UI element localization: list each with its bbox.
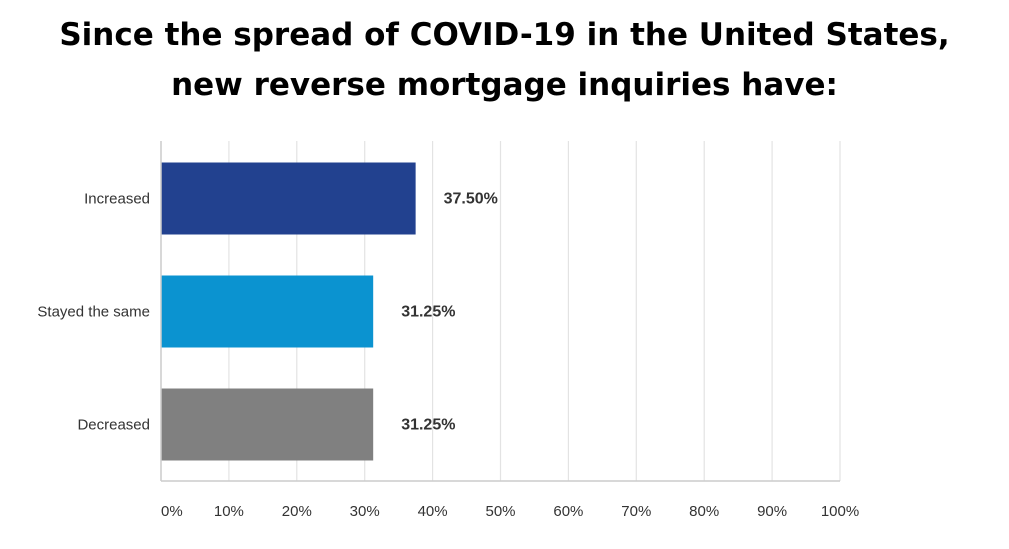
- x-tick-label-60: 60%: [553, 503, 583, 520]
- chart-title-line-1: Since the spread of COVID-19 in the Unit…: [59, 17, 950, 53]
- bars: [161, 162, 416, 461]
- chart-title: Since the spread of COVID-19 in the Unit…: [0, 10, 1009, 110]
- x-tick-label-50: 50%: [485, 503, 515, 520]
- x-tick-label-20: 20%: [282, 503, 312, 520]
- x-tick-label-40: 40%: [418, 503, 448, 520]
- bar-stayed-the-same: [161, 275, 374, 348]
- axes: [160, 141, 840, 482]
- category-label-decreased: Decreased: [77, 417, 150, 434]
- data-label-decreased: 31.25%: [401, 417, 455, 434]
- bar-decreased: [161, 388, 374, 461]
- bar-increased: [161, 162, 416, 235]
- x-tick-label-70: 70%: [621, 503, 651, 520]
- category-label-stayed-the-same: Stayed the same: [37, 304, 150, 321]
- x-tick-label-80: 80%: [689, 503, 719, 520]
- x-tick-label-90: 90%: [757, 503, 787, 520]
- data-label-increased: 37.50%: [444, 191, 498, 208]
- x-tick-label-10: 10%: [214, 503, 244, 520]
- data-label-stayed-the-same: 31.25%: [401, 304, 455, 321]
- labels: 0% 10% 20% 30% 40% 50% 60% 70% 80% 90% 100% Increas…: [37, 191, 859, 521]
- x-tick-label-30: 30%: [350, 503, 380, 520]
- x-tick-label-0: 0%: [161, 503, 183, 520]
- x-tick-label-100: 100%: [821, 503, 859, 520]
- chart-title-line-2: new reverse mortgage inquiries have:: [171, 67, 838, 103]
- category-label-increased: Increased: [84, 191, 150, 208]
